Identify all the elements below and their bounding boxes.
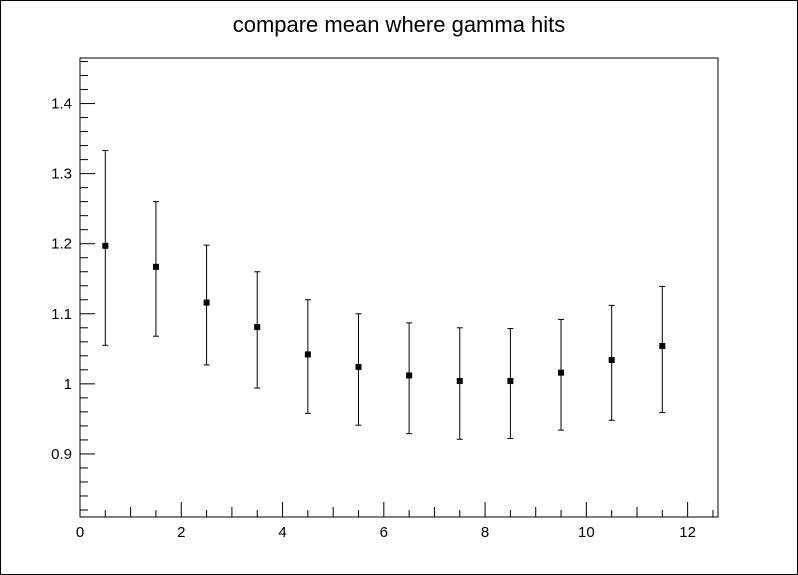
- data-point: [102, 242, 109, 249]
- y-tick-label: 1.1: [51, 306, 72, 323]
- data-point: [406, 372, 413, 379]
- data-point: [659, 343, 666, 350]
- y-tick-label: 1.3: [51, 166, 72, 183]
- error-bar: [659, 285, 666, 414]
- y-tick-label: 0.9: [51, 446, 72, 463]
- chart-title: compare mean where gamma hits: [233, 12, 566, 37]
- data-point: [608, 357, 615, 364]
- data-point: [203, 299, 210, 306]
- x-tick-label: 6: [380, 524, 388, 541]
- data-point: [558, 369, 565, 376]
- data-point: [507, 378, 514, 385]
- plot-frame: [79, 57, 719, 518]
- x-tick-label: 8: [481, 524, 489, 541]
- x-tick-label: 12: [679, 524, 696, 541]
- y-tick-label: 1.4: [51, 96, 72, 113]
- x-tick-label: 10: [578, 524, 595, 541]
- error-bars: [102, 150, 666, 440]
- data-point: [254, 324, 261, 331]
- x-tick-label: 4: [278, 524, 286, 541]
- tick-labels: 0 2 4 6 8 10 12 0.9 1 1.1 1.2 1.3 1.4: [51, 96, 696, 541]
- x-tick-label: 0: [76, 524, 84, 541]
- y-tick-label: 1: [64, 376, 72, 393]
- axis-ticks: [79, 61, 714, 517]
- data-point: [304, 351, 311, 358]
- data-point: [152, 263, 159, 270]
- y-tick-label: 1.2: [51, 236, 72, 253]
- data-point: [355, 364, 362, 371]
- x-tick-label: 2: [177, 524, 185, 541]
- data-point: [456, 378, 463, 385]
- markers: [102, 242, 666, 385]
